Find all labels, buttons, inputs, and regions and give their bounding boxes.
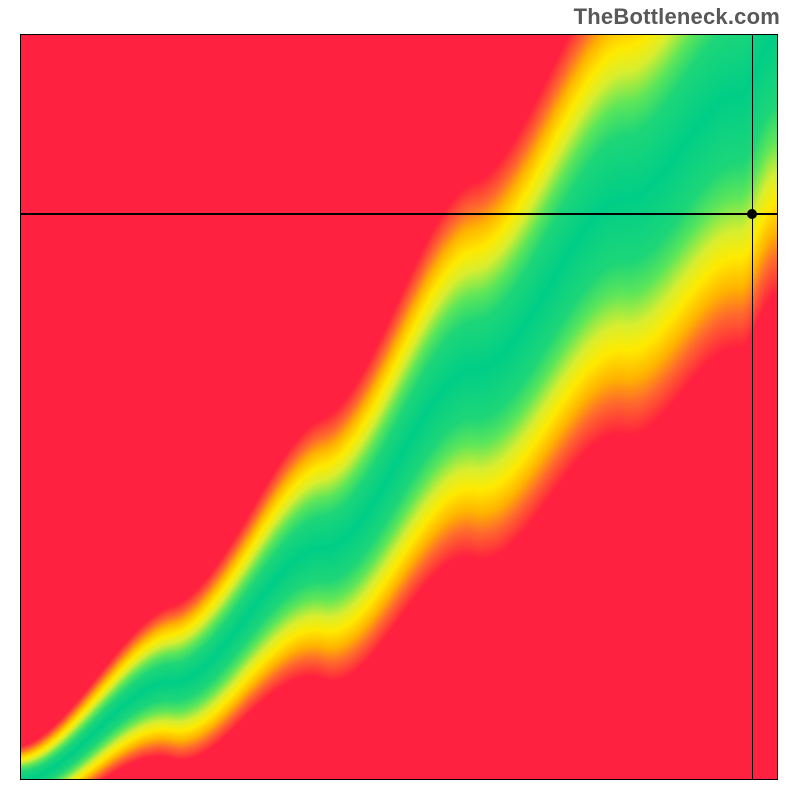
intersection-point	[747, 209, 757, 219]
watermark-text: TheBottleneck.com	[574, 4, 780, 30]
crosshair-horizontal	[21, 213, 778, 214]
plot-area	[20, 34, 778, 780]
heatmap-canvas	[21, 35, 777, 779]
crosshair-vertical	[752, 35, 753, 780]
figure-container: TheBottleneck.com	[0, 0, 800, 800]
